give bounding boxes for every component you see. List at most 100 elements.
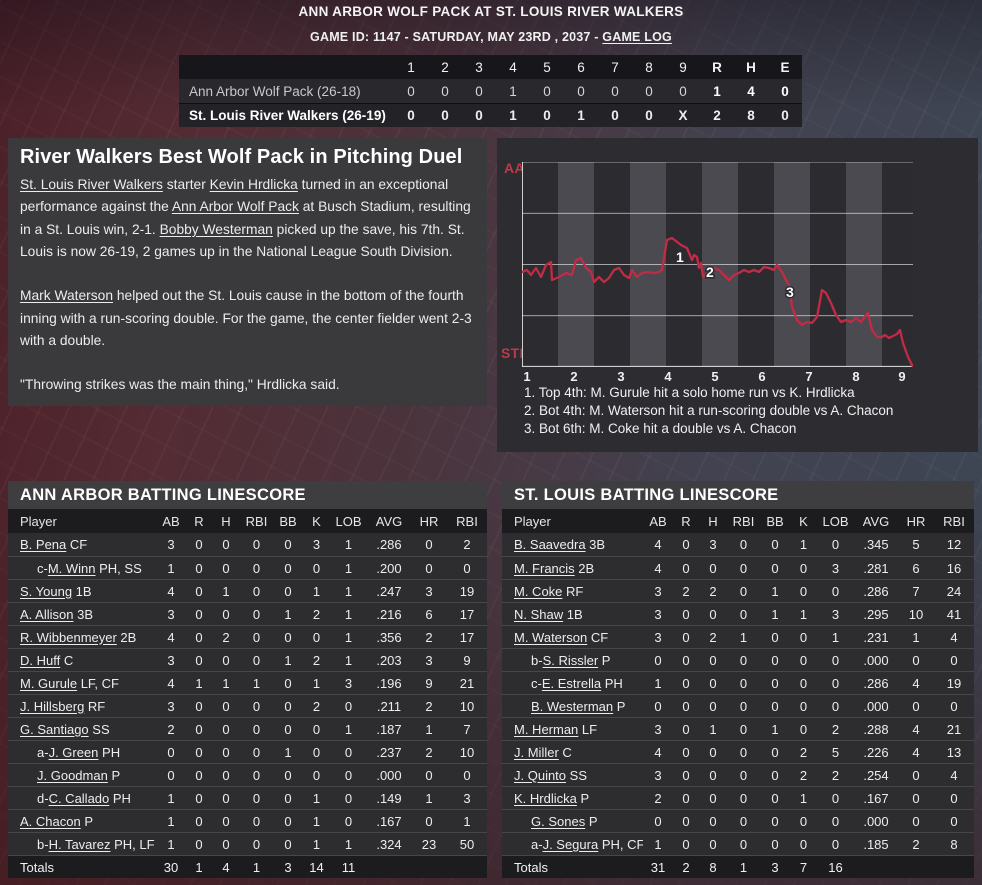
batting-stat: 0: [344, 698, 353, 714]
player-position: C: [60, 652, 74, 668]
batting-stat: 3: [654, 606, 662, 622]
player-link[interactable]: D. Huff: [20, 652, 61, 668]
batting-stat: 0: [284, 813, 292, 829]
batting-stat: 4: [167, 629, 175, 645]
article-player-link[interactable]: Ann Arbor Wolf Pack: [171, 199, 299, 215]
player-link[interactable]: A. Allison: [20, 606, 74, 622]
article-player-link[interactable]: Bobby Westerman: [159, 221, 273, 237]
player-link[interactable]: M. Winn: [47, 560, 96, 576]
batting-stat: 1: [252, 675, 261, 691]
player-link[interactable]: H. Tavarez: [48, 836, 111, 852]
batting-stat: 1: [344, 560, 353, 576]
batting-stat: 3: [167, 606, 175, 622]
player-link[interactable]: M. Gurule: [20, 675, 78, 691]
player-link[interactable]: J. Quinto: [514, 767, 567, 783]
player-link[interactable]: B. Pena: [20, 537, 67, 552]
batting-stat: 0: [950, 790, 958, 806]
player-link[interactable]: B. Westerman: [531, 698, 614, 714]
article-player-link[interactable]: Kevin Hrdlicka: [209, 177, 298, 192]
player-link[interactable]: S. Young: [20, 583, 73, 599]
batting-stat: 0: [799, 583, 808, 599]
batting-player-row: J. Goodman P 0 0 0 0 0 0 0 .000 0 0: [8, 763, 487, 786]
batting-stat: 23: [421, 836, 437, 852]
batting-stat: .203: [376, 652, 402, 668]
batting-stat: 0: [195, 790, 203, 806]
player-link[interactable]: J. Hillsberg: [20, 698, 85, 714]
player-link[interactable]: J. Goodman: [37, 767, 108, 783]
chart-x-tick-6: 6: [758, 369, 766, 384]
player-position: PH, CF: [598, 836, 643, 852]
linescore-header-e: E: [780, 59, 790, 75]
matchup-title: ANN ARBOR WOLF PACK AT ST. LOUIS RIVER W…: [298, 4, 684, 19]
game-log-link[interactable]: GAME LOG: [602, 30, 672, 44]
win-probability-chart: 1 2 3: [520, 161, 915, 369]
player-link[interactable]: B. Saavedra: [514, 537, 586, 552]
game-info-text: GAME ID: 1147 - SATURDAY, MAY 23RD , 203…: [310, 30, 603, 44]
batting-stat: 0: [771, 836, 779, 852]
batting-stat: 2: [312, 698, 321, 714]
player-link[interactable]: J. Miller: [514, 744, 559, 760]
batting-stat: 0: [831, 537, 840, 552]
batting-stat: 0: [222, 744, 230, 760]
batting-stat: 0: [195, 606, 203, 622]
batting-stat: 2: [312, 652, 321, 668]
player-position: PH: [109, 790, 131, 806]
player-link[interactable]: A. Chacon: [20, 813, 81, 829]
batting-player-row: B. Westerman P 0 0 0 0 0 0 0 .000 0 0: [502, 694, 974, 717]
batting-stat: 0: [912, 652, 920, 668]
player-link[interactable]: S. Rissler: [542, 652, 599, 668]
batting-player-cell: B. Pena CF: [8, 537, 156, 552]
player-link[interactable]: M. Waterson: [514, 629, 588, 645]
away-batting-linescore: ANN ARBOR BATTING LINESCORE Player AB R H RB…: [8, 481, 487, 878]
batting-stat: 0: [912, 698, 920, 714]
linescore-value: 4: [747, 83, 755, 99]
batting-stat: 0: [831, 698, 840, 714]
player-link[interactable]: J. Green: [48, 744, 99, 760]
totals-stat: 2: [682, 859, 690, 875]
batting-stat: 2: [831, 721, 840, 737]
batting-stat: 0: [709, 675, 717, 691]
team-name[interactable]: St. Louis River Walkers (26-19): [189, 108, 386, 123]
player-link[interactable]: N. Shaw: [514, 606, 564, 622]
batting-stat: .295: [863, 606, 889, 622]
player-link[interactable]: M. Francis: [514, 560, 575, 576]
batting-stat: 1: [344, 629, 353, 645]
batting-stat: 1: [167, 813, 175, 829]
batting-stat: 3: [425, 583, 433, 599]
batting-stat: 0: [284, 790, 292, 806]
batting-player-row: a-J. Green PH 0 0 0 0 1 0 0.237 2 10: [8, 740, 487, 763]
totals-stat: 3: [284, 859, 292, 875]
player-position: PH, LF: [110, 836, 155, 852]
batting-stat: 0: [463, 560, 471, 576]
home-batting-title: ST. LOUIS BATTING LINESCORE: [502, 481, 974, 509]
batting-player-cell: d-C. Callado PH: [8, 791, 156, 806]
batting-stat: .324: [376, 836, 402, 852]
batting-stat: 1: [654, 675, 662, 691]
batting-stat: .000: [863, 698, 889, 714]
player-link[interactable]: G. Santiago: [20, 721, 89, 737]
player-link[interactable]: M. Coke: [514, 583, 563, 599]
chart-y-top-label: AA: [504, 160, 525, 176]
batting-stat: 17: [459, 629, 475, 645]
player-link[interactable]: M. Herman: [514, 721, 579, 737]
linescore-header-row: 1 2 3 4 5 6 7 8 9 R H E: [179, 55, 802, 79]
batting-header-hr: HR: [419, 513, 439, 529]
player-link[interactable]: J. Segura: [542, 836, 599, 852]
player-link[interactable]: E. Estrella: [541, 675, 602, 691]
player-link[interactable]: R. Wibbenmeyer: [20, 629, 117, 645]
player-link[interactable]: G. Sones: [531, 813, 586, 829]
player-link[interactable]: C. Callado: [48, 790, 110, 806]
linescore-rows: Ann Arbor Wolf Pack (26-18) 0 0 0 1 0 0 0 0 0 1 4 0 S…: [179, 79, 802, 127]
batting-stat: 3: [831, 560, 840, 576]
team-name[interactable]: Ann Arbor Wolf Pack (26-18): [189, 83, 361, 99]
article-player-link[interactable]: St. Louis River Walkers: [20, 177, 163, 192]
player-position: P: [585, 813, 598, 829]
batting-stat: 0: [709, 790, 717, 806]
player-link[interactable]: K. Hrdlicka: [514, 790, 577, 806]
batting-player-row: M. Waterson CF 3 0 2 1 0 0 1 .231 1 4: [502, 625, 974, 648]
batting-stat: 0: [950, 813, 958, 829]
batting-stat: 0: [912, 813, 920, 829]
article-player-link[interactable]: Mark Waterson: [20, 288, 114, 304]
batting-stat: 0: [799, 675, 808, 691]
linescore-header-1: 1: [407, 59, 415, 75]
